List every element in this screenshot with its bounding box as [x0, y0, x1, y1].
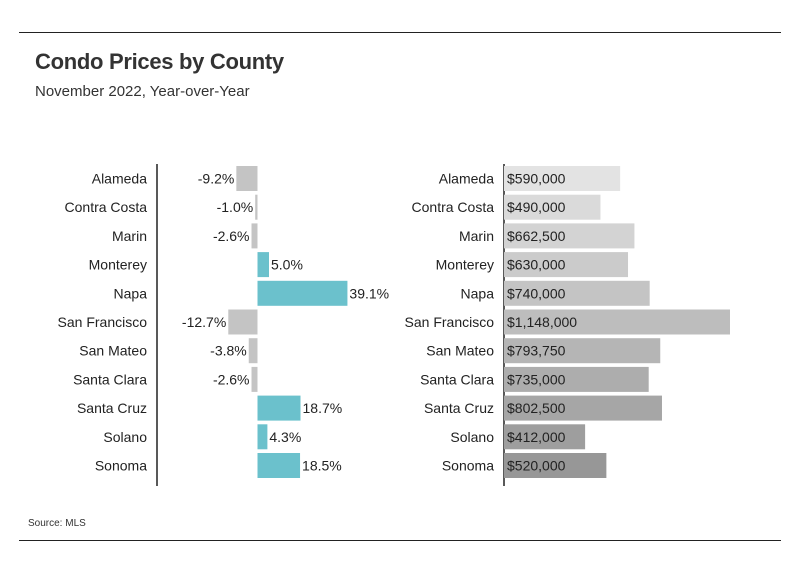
- yoy-bar-napa: [257, 280, 348, 306]
- yoy-bar-alameda: [236, 166, 258, 191]
- yoy-category-label: San Francisco: [58, 314, 148, 330]
- price-category-label: Monterey: [436, 257, 494, 273]
- price-bar-san-francisco: [504, 309, 730, 335]
- yoy-bar-marin: [251, 223, 258, 249]
- price-bar-monterey: [504, 252, 629, 278]
- price-value-label: $520,000: [507, 458, 566, 474]
- yoy-value-label: 39.1%: [349, 285, 389, 301]
- price-bar-marin: [504, 223, 635, 249]
- price-bar-contra-costa: [504, 194, 601, 220]
- price-bar-napa: [504, 280, 650, 306]
- price-category-label: Contra Costa: [412, 199, 495, 215]
- yoy-value-label: -1.0%: [217, 199, 254, 215]
- yoy-bar-contra-costa: [255, 194, 258, 220]
- yoy-value-label: -2.6%: [213, 228, 250, 244]
- median-price-chart: Alameda $590,000 Contra Costa $490,000 Marin…: [405, 164, 730, 486]
- bottom-rule: [19, 540, 781, 541]
- yoy-category-label: Santa Cruz: [77, 400, 147, 416]
- yoy-bar-monterey: [257, 252, 269, 278]
- price-value-label: $412,000: [507, 429, 566, 445]
- yoy-value-label: -3.8%: [210, 343, 247, 359]
- yoy-value-label: 5.0%: [271, 257, 303, 273]
- price-bar-santa-cruz: [504, 395, 662, 421]
- price-bar-alameda: [504, 166, 621, 191]
- yoy-category-label: Marin: [112, 228, 147, 244]
- price-category-label: Marin: [459, 228, 494, 244]
- price-category-label: San Mateo: [426, 343, 494, 359]
- yoy-bar-santa-clara: [251, 366, 258, 392]
- price-value-label: $1,148,000: [507, 314, 577, 330]
- price-category-label: San Francisco: [405, 314, 495, 330]
- yoy-value-label: 18.5%: [302, 458, 342, 474]
- yoy-value-label: 18.7%: [303, 400, 343, 416]
- price-value-label: $735,000: [507, 371, 566, 387]
- yoy-bar-sonoma: [257, 453, 301, 478]
- price-bar-san-mateo: [504, 338, 661, 364]
- yoy-category-label: Santa Clara: [73, 371, 147, 387]
- yoy-category-label: Sonoma: [95, 458, 147, 474]
- top-rule: [19, 32, 781, 33]
- price-value-label: $740,000: [507, 285, 566, 301]
- source-note: Source: MLS: [28, 518, 86, 529]
- yoy-bar-solano: [257, 424, 268, 450]
- chart-title: Condo Prices by County: [35, 49, 284, 74]
- yoy-value-label: -9.2%: [198, 171, 235, 187]
- yoy-category-label: Contra Costa: [65, 199, 148, 215]
- yoy-value-label: -12.7%: [182, 314, 226, 330]
- yoy-category-label: Napa: [114, 285, 148, 301]
- price-value-label: $490,000: [507, 199, 566, 215]
- price-category-label: Santa Clara: [420, 371, 494, 387]
- price-value-label: $590,000: [507, 171, 566, 187]
- price-value-label: $793,750: [507, 343, 566, 359]
- yoy-category-label: Monterey: [89, 257, 147, 273]
- price-bar-sonoma: [504, 453, 607, 478]
- chart-subtitle: November 2022, Year-over-Year: [35, 83, 250, 100]
- yoy-bar-san-mateo: [248, 338, 258, 364]
- yoy-category-label: Alameda: [92, 171, 147, 187]
- price-bar-santa-clara: [504, 366, 649, 392]
- price-value-label: $662,500: [507, 228, 566, 244]
- price-category-label: Solano: [450, 429, 494, 445]
- price-category-label: Santa Cruz: [424, 400, 494, 416]
- price-bar-solano: [504, 424, 586, 450]
- yoy-category-label: San Mateo: [79, 343, 147, 359]
- yoy-value-label: 4.3%: [269, 429, 301, 445]
- price-value-label: $630,000: [507, 257, 566, 273]
- price-category-label: Alameda: [439, 171, 494, 187]
- yoy-change-chart: Alameda -9.2% Contra Costa -1.0% Marin -2.6% M…: [58, 164, 389, 486]
- price-category-label: Sonoma: [442, 458, 494, 474]
- price-category-label: Napa: [461, 285, 495, 301]
- yoy-value-label: -2.6%: [213, 371, 250, 387]
- yoy-category-label: Solano: [103, 429, 147, 445]
- price-value-label: $802,500: [507, 400, 566, 416]
- yoy-bar-san-francisco: [228, 309, 258, 335]
- yoy-bar-santa-cruz: [257, 395, 301, 421]
